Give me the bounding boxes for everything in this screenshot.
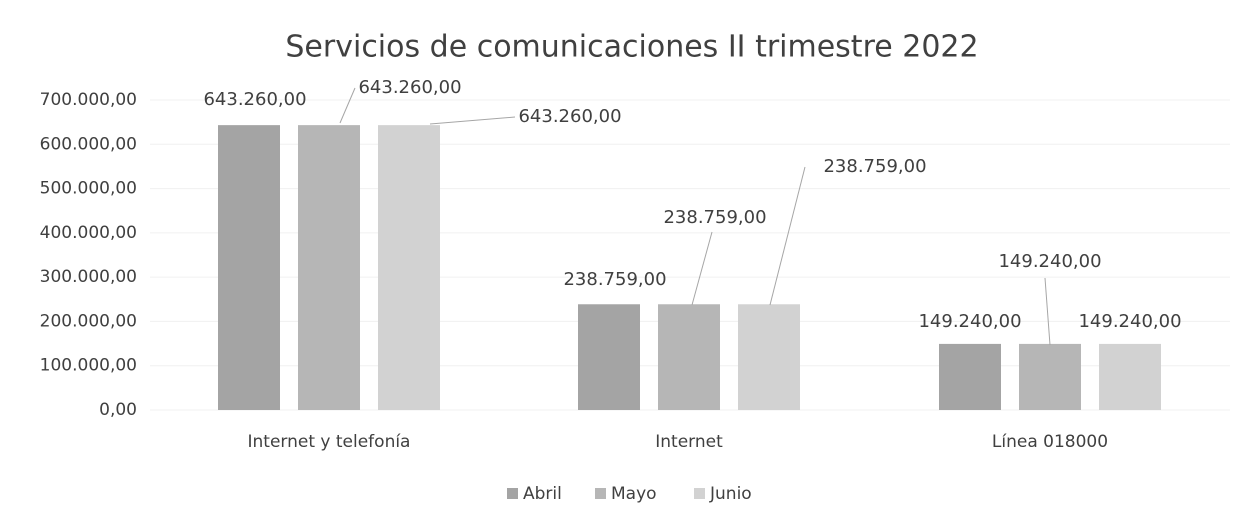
leader-line (429, 116, 516, 125)
data-label: 238.759,00 (563, 269, 666, 290)
x-tick-label: Línea 018000 (992, 432, 1108, 452)
leader-line (769, 166, 806, 306)
data-label: 643.260,00 (203, 89, 306, 110)
leader-line (1044, 277, 1051, 346)
y-tick-label: 700.000,00 (40, 90, 137, 110)
chart-title: Servicios de comunicaciones II trimestre… (285, 30, 978, 65)
data-label: 238.759,00 (823, 156, 926, 177)
legend-label: Abril (523, 484, 562, 504)
legend-label: Mayo (611, 484, 657, 504)
bar (939, 343, 1001, 410)
legend-swatch (595, 488, 606, 499)
leader-line (339, 87, 356, 124)
x-tick-label: Internet y telefonía (248, 432, 411, 452)
legend-label: Junio (709, 484, 752, 504)
data-label: 149.240,00 (918, 311, 1021, 332)
legend-swatch (694, 488, 705, 499)
bar (378, 125, 440, 410)
y-tick-label: 400.000,00 (40, 223, 137, 243)
bar (1099, 343, 1161, 410)
y-tick-label: 0,00 (99, 400, 137, 420)
data-label: 149.240,00 (998, 251, 1101, 272)
bar (298, 125, 360, 410)
x-tick-label: Internet (655, 432, 723, 452)
y-tick-label: 500.000,00 (40, 179, 137, 199)
bar (578, 304, 640, 410)
data-label: 149.240,00 (1078, 311, 1181, 332)
bar (738, 304, 800, 410)
data-label: 643.260,00 (358, 77, 461, 98)
y-tick-label: 300.000,00 (40, 267, 137, 287)
data-label: 238.759,00 (663, 207, 766, 228)
y-tick-label: 600.000,00 (40, 134, 137, 154)
bar (1019, 343, 1081, 410)
y-tick-label: 200.000,00 (40, 311, 137, 331)
y-tick-label: 100.000,00 (40, 356, 137, 376)
leader-line (691, 231, 713, 306)
legend-swatch (507, 488, 518, 499)
bar (218, 125, 280, 410)
data-label: 643.260,00 (518, 106, 621, 127)
bar (658, 304, 720, 410)
